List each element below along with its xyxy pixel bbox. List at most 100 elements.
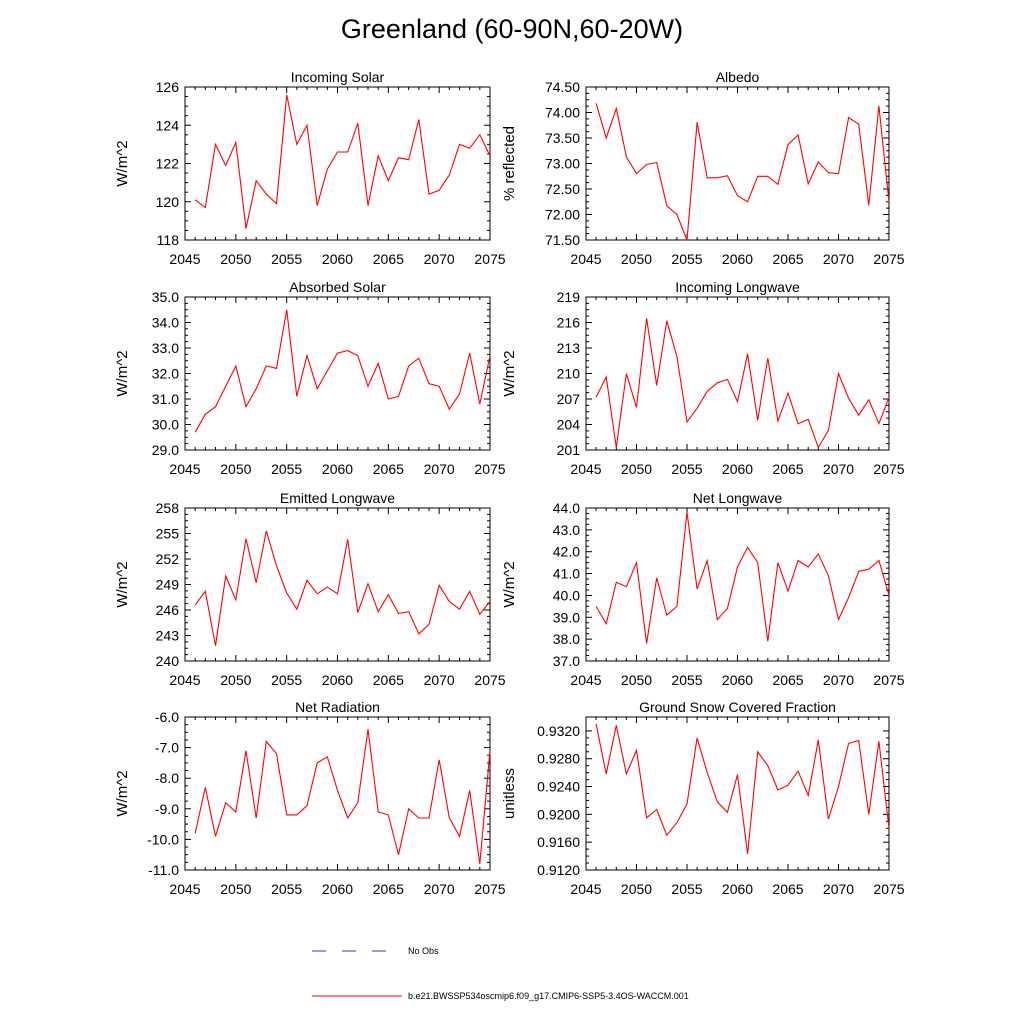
data-point <box>787 784 789 786</box>
x-tick-label: 2050 <box>220 672 251 688</box>
data-point <box>489 750 491 752</box>
x-tick-label: 2070 <box>424 672 455 688</box>
data-point <box>397 157 399 159</box>
panel-title: Incoming Longwave <box>675 279 800 295</box>
x-tick-label: 2075 <box>474 251 505 267</box>
data-point <box>777 420 779 422</box>
data-point <box>635 406 637 408</box>
y-tick-label: 42.0 <box>553 544 580 560</box>
data-point <box>696 121 698 123</box>
data-point <box>757 419 759 421</box>
data-point <box>245 750 247 752</box>
data-point <box>878 105 880 107</box>
panel-title: Incoming Solar <box>291 69 385 85</box>
x-tick-label: 2060 <box>322 251 353 267</box>
data-point <box>868 813 870 815</box>
plot-frame <box>184 507 491 662</box>
data-point <box>837 372 839 374</box>
y-tick-label: 249 <box>156 577 180 593</box>
data-point <box>296 814 298 816</box>
chart-panel-1: 2045 2050 2055 2060 2065 2070 2075 118 120 122 124… <box>114 69 506 267</box>
y-tick-label: 207 <box>557 391 581 407</box>
data-point <box>716 801 718 803</box>
data-point <box>377 811 379 813</box>
data-point <box>387 180 389 182</box>
data-point <box>225 385 227 387</box>
data-point <box>767 640 769 642</box>
data-point <box>469 352 471 354</box>
data-point <box>387 814 389 816</box>
y-tick-label: 216 <box>557 315 581 331</box>
data-point <box>736 566 738 568</box>
data-point <box>716 382 718 384</box>
data-point <box>479 134 481 136</box>
data-point <box>807 566 809 568</box>
y-tick-label: 73.50 <box>545 130 580 146</box>
y-tick-label: 74.00 <box>545 105 580 121</box>
x-tick-label: 2075 <box>474 672 505 688</box>
data-point <box>615 107 617 109</box>
data-point <box>817 446 819 448</box>
legend: No Obs b.e21.BWSSP534oscmip6.f09_g17.CMIP… <box>312 946 689 1001</box>
data-point <box>757 561 759 563</box>
data-point <box>726 607 728 609</box>
x-tick-label: 2065 <box>373 672 404 688</box>
x-tick-label: 2060 <box>722 461 753 477</box>
y-tick-label: 73.00 <box>545 156 580 172</box>
data-point <box>696 737 698 739</box>
y-tick-label: 74.50 <box>545 79 580 95</box>
data-point <box>656 577 658 579</box>
data-point <box>194 199 196 201</box>
plot-frame <box>184 296 491 451</box>
data-point <box>595 723 597 725</box>
x-tick-label: 2055 <box>271 672 302 688</box>
x-tick-label: 2045 <box>570 672 601 688</box>
x-tick-label: 2065 <box>772 251 803 267</box>
data-point <box>347 538 349 540</box>
data-point <box>265 530 267 532</box>
panel-title: Ground Snow Covered Fraction <box>639 699 836 715</box>
data-point <box>787 392 789 394</box>
panel-title: Net Radiation <box>295 699 380 715</box>
data-point <box>656 384 658 386</box>
series-line <box>194 729 491 864</box>
data-point <box>777 183 779 185</box>
data-point <box>336 352 338 354</box>
data-point <box>888 827 890 829</box>
data-point <box>296 143 298 145</box>
data-point <box>286 94 288 96</box>
data-point <box>686 239 688 241</box>
data-point <box>336 789 338 791</box>
y-tick-label: 0.9160 <box>537 834 580 850</box>
data-point <box>336 593 338 595</box>
chart-panel-8: 2045 2050 2055 2060 2065 2070 2075 0.9120 0.9160… <box>501 699 905 897</box>
data-point <box>418 817 420 819</box>
data-point <box>245 537 247 539</box>
data-point <box>797 559 799 561</box>
data-point <box>878 423 880 425</box>
data-point <box>448 600 450 602</box>
data-point <box>686 511 688 513</box>
y-tick-label: 201 <box>557 442 581 458</box>
data-point <box>827 429 829 431</box>
chart-panel-2: 2045 2050 2055 2060 2065 2070 2075 71.50 72.00 72… <box>501 69 905 267</box>
x-tick-label: 2045 <box>570 461 601 477</box>
data-point <box>797 770 799 772</box>
data-point <box>696 407 698 409</box>
chart-panel-7: 2045 2050 2055 2060 2065 2070 2075 -11.0 -10.0 -9… <box>114 699 506 897</box>
data-point <box>448 408 450 410</box>
data-point <box>777 561 779 563</box>
y-tick-label: -9.0 <box>155 801 179 817</box>
data-point <box>858 739 860 741</box>
plot-frame <box>585 716 890 871</box>
data-point <box>676 355 678 357</box>
y-tick-label: 71.50 <box>545 232 580 248</box>
y-axis-label: W/m^2 <box>501 350 518 396</box>
data-point <box>265 365 267 367</box>
data-point <box>807 183 809 185</box>
plot-frame <box>585 507 890 662</box>
data-point <box>326 756 328 758</box>
data-point <box>194 604 196 606</box>
y-tick-label: 41.0 <box>553 566 580 582</box>
data-point <box>235 141 237 143</box>
